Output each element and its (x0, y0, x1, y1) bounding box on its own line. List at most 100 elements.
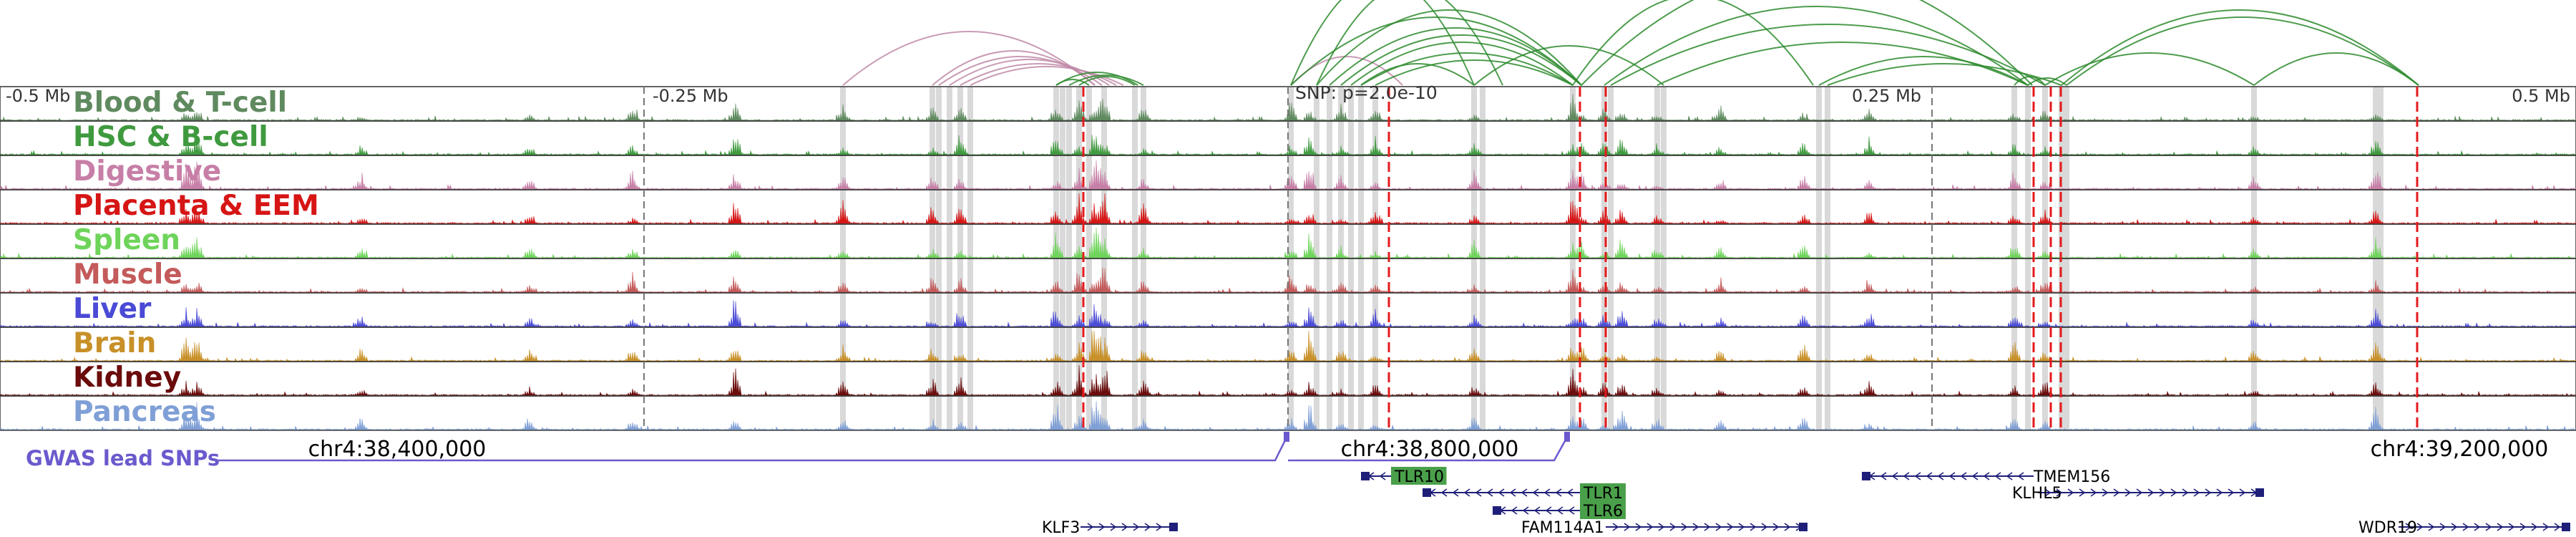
strand-arrow (1156, 523, 1163, 531)
strand-arrow (2451, 523, 2458, 531)
interaction-arc (2066, 16, 2419, 86)
interaction-arc (1055, 79, 1090, 86)
strand-arrow (2228, 488, 2235, 497)
strand-arrow (1669, 523, 1677, 531)
strand-arrow (1498, 488, 1505, 497)
strand-arrow (1704, 523, 1711, 531)
coordinate-label-1: chr4:38,400,000 (308, 437, 487, 462)
gwas-snp-mark (1564, 432, 1570, 442)
interaction-arc (2044, 52, 2255, 86)
strand-arrow (2159, 488, 2166, 497)
gene-label: TLR6 (1583, 503, 1623, 521)
strand-arrow (1926, 472, 1933, 480)
gene-exon (1169, 523, 1178, 531)
strand-arrow (2056, 488, 2063, 497)
distance-label-plus-half: 0.5 Mb (2512, 86, 2570, 106)
strand-arrow (1646, 523, 1654, 531)
track-label: Blood & T-cell (73, 87, 287, 119)
coordinate-label-3: chr4:39,200,000 (2371, 437, 2549, 462)
interaction-arc (1290, 0, 1475, 86)
strand-arrow (1692, 523, 1699, 531)
gene-exon (1423, 488, 1431, 497)
strand-arrow (2044, 488, 2051, 497)
distance-label-plus-quarter: 0.25 Mb (1852, 86, 1921, 106)
interaction-arc (1604, 6, 2029, 86)
strand-arrow (2439, 523, 2446, 531)
strand-arrow (2519, 523, 2527, 531)
interaction-arc (842, 31, 1096, 86)
track-label: Brain (73, 327, 156, 359)
interaction-arc (1827, 63, 2062, 86)
strand-arrow (1463, 488, 1470, 497)
interaction-arc (1610, 24, 2046, 86)
track-label: Kidney (73, 362, 181, 394)
gene-exon (1361, 472, 1370, 480)
interaction-arc (1473, 45, 1664, 86)
gene-exon (1862, 472, 1870, 480)
distance-label-minus-quarter: -0.25 Mb (653, 86, 728, 106)
gene-label-box (1391, 467, 1447, 485)
interaction-arc (2014, 76, 2046, 86)
gene-exon (2255, 488, 2264, 497)
strand-arrow (1543, 488, 1551, 497)
strand-arrow (2405, 523, 2412, 531)
strand-arrow (1658, 523, 1665, 531)
strand-arrow (1772, 523, 1780, 531)
strand-arrow (1624, 523, 1631, 531)
strand-arrow (1121, 523, 1128, 531)
interaction-arc (1350, 42, 1574, 86)
strand-arrow (2067, 488, 2074, 497)
strand-arrow (2508, 523, 2515, 531)
strand-arrow (1556, 506, 1563, 515)
strand-arrow (2182, 488, 2189, 497)
interaction-arc (1360, 63, 1475, 86)
strand-arrow (1971, 472, 1979, 480)
strand-arrow (1937, 472, 1944, 480)
interaction-arc (949, 59, 1110, 86)
interaction-arc (1818, 56, 2029, 86)
strand-arrow (2428, 523, 2435, 531)
strand-arrow (2497, 523, 2504, 531)
track-signal (0, 401, 2576, 431)
strand-arrow (1486, 488, 1493, 497)
interaction-arc (1375, 59, 1574, 86)
strand-arrow (1750, 523, 1757, 531)
track-signal (0, 135, 2576, 156)
strand-arrow (1087, 523, 1094, 531)
strand-arrow (1511, 506, 1518, 515)
strand-arrow (2113, 488, 2120, 497)
strand-arrow (2147, 488, 2155, 497)
interaction-arc (938, 56, 1103, 86)
strand-arrow (1891, 472, 1898, 480)
gwas-lead-snp-connectors (218, 432, 1570, 462)
track-signal (0, 227, 2576, 259)
strand-arrow (1784, 523, 1791, 531)
strand-arrow (1144, 523, 1151, 531)
strand-arrow (2462, 523, 2469, 531)
gene-exon (1799, 523, 1807, 531)
strand-arrow (2170, 488, 2177, 497)
strand-arrow (2079, 488, 2086, 497)
strand-arrow (2205, 488, 2212, 497)
strand-arrow (1880, 472, 1887, 480)
strand-arrow (2216, 488, 2223, 497)
strand-arrow (1681, 523, 1688, 531)
gene-wdr19: WDR19 (2358, 519, 2570, 537)
track-signal (0, 267, 2576, 294)
strand-arrow (1509, 488, 1516, 497)
strand-arrow (1715, 523, 1722, 531)
strand-arrow (2136, 488, 2143, 497)
track-signal (0, 300, 2576, 328)
interaction-arc (1360, 52, 1574, 86)
strand-arrow (2239, 488, 2246, 497)
gwas-connector (1288, 434, 1570, 462)
snp-p-value-label: SNP: p=2.0e-10 (1295, 82, 1438, 103)
strand-arrow (1960, 472, 1967, 480)
strand-arrow (2193, 488, 2200, 497)
interaction-arc (2061, 9, 2419, 86)
strand-arrow (1522, 506, 1529, 515)
strand-arrow (2102, 488, 2109, 497)
gene-exon (2562, 523, 2570, 531)
